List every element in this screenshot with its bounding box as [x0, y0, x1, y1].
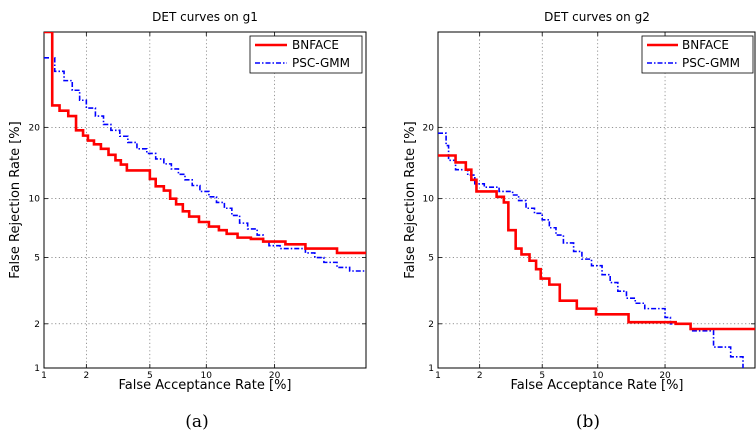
series-layer: [438, 132, 755, 368]
legend: BNFACE PSC-GMM: [249, 35, 363, 74]
y-tick-label: 5: [428, 254, 434, 264]
axis-ticks: 1 2 5 10 20 1 2 5 10 20: [423, 32, 755, 381]
series-line-bnface: [44, 32, 366, 255]
series-line-bnface: [438, 154, 755, 331]
y-tick-label: 2: [428, 320, 434, 330]
y-tick-label: 10: [29, 195, 41, 205]
legend-label-psc-gmm: PSC-GMM: [292, 56, 350, 70]
y-tick-label: 2: [34, 320, 40, 330]
chart-panel-a: DET curves on g1 1 2 5 10 20 1 2 5 10 20 False Ac…: [8, 10, 367, 432]
y-axis-label: False Rejection Rate [%]: [8, 121, 23, 278]
legend-box: [641, 35, 754, 74]
x-tick-label: 2: [477, 371, 483, 381]
y-tick-label: 1: [34, 364, 40, 374]
series-line-psc-gmm: [44, 56, 366, 272]
axis-ticks: 1 2 5 10 20 1 2 5 10 20: [29, 32, 366, 381]
y-tick-label: 20: [29, 123, 41, 133]
grid-lines: [44, 32, 366, 368]
chart-title: DET curves on g2: [544, 10, 650, 24]
caption-a: (a): [185, 412, 208, 432]
x-tick-label: 1: [41, 371, 47, 381]
x-tick-label: 2: [83, 371, 89, 381]
x-tick-label: 10: [201, 371, 213, 381]
caption-b: (b): [576, 412, 600, 432]
x-tick-label: 10: [592, 371, 604, 381]
plot-area-frame: [437, 31, 756, 369]
x-axis-label: False Acceptance Rate [%]: [511, 378, 684, 393]
y-tick-label: 1: [428, 364, 434, 374]
series-layer: [44, 32, 366, 272]
x-tick-label: 5: [147, 371, 153, 381]
legend-label-psc-gmm: PSC-GMM: [682, 56, 740, 70]
legend-label-bnface: BNFACE: [682, 38, 729, 52]
x-axis-label: False Acceptance Rate [%]: [119, 378, 292, 393]
y-tick-label: 10: [423, 195, 435, 205]
x-tick-label: 1: [435, 371, 441, 381]
legend-label-bnface: BNFACE: [292, 38, 339, 52]
x-tick-label: 20: [659, 371, 671, 381]
y-tick-label: 20: [423, 123, 435, 133]
x-tick-label: 20: [269, 371, 281, 381]
plot-area-frame: [43, 31, 367, 369]
y-tick-label: 5: [34, 254, 40, 264]
x-tick-label: 5: [539, 371, 545, 381]
series-line-psc-gmm: [438, 132, 744, 368]
legend: BNFACE PSC-GMM: [641, 35, 754, 74]
legend-box: [249, 35, 363, 74]
chart-title: DET curves on g1: [152, 10, 258, 24]
chart-panel-b: DET curves on g2 1 2 5 10 20 1 2 5 10 20 False Ac…: [403, 10, 756, 432]
grid-lines: [438, 32, 755, 368]
y-axis-label: False Rejection Rate [%]: [403, 121, 418, 278]
